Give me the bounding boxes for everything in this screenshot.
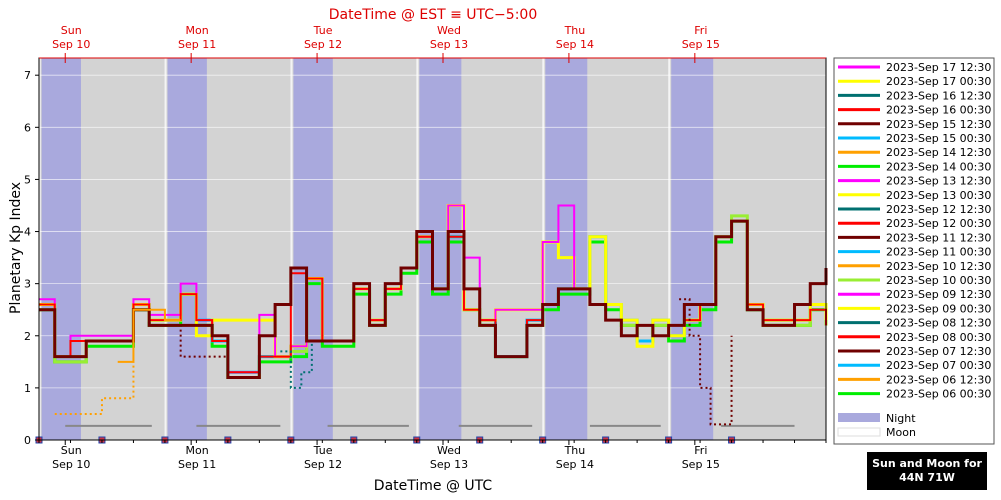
y-tick-label: 4 [24, 226, 31, 239]
legend-label: 2023-Sep 08 00:30 [886, 331, 991, 344]
legend-label: 2023-Sep 12 00:30 [886, 217, 991, 230]
y-tick-label: 5 [24, 173, 31, 186]
x-axis-label: DateTime @ UTC [374, 478, 493, 494]
top-day-label: Fri [694, 24, 707, 37]
legend-label: 2023-Sep 06 12:30 [886, 373, 991, 386]
legend-label: 2023-Sep 17 00:30 [886, 75, 991, 88]
series-line [280, 340, 313, 389]
top-date-label: Sep 12 [304, 38, 342, 51]
x-date-label: Sep 10 [52, 458, 90, 471]
x-day-label: Sun [61, 444, 82, 457]
legend-moon-label: Moon [886, 426, 916, 439]
day-night-background [38, 58, 826, 440]
y-axis-label: Planetary Kp Index [8, 182, 24, 314]
x-day-label: Fri [694, 444, 707, 457]
legend-label: 2023-Sep 16 12:30 [886, 89, 991, 102]
top-date-label: Sep 15 [682, 38, 720, 51]
legend-night-swatch [838, 413, 880, 422]
series-line [54, 361, 135, 415]
legend-moon-swatch [837, 427, 881, 437]
night-band [419, 58, 462, 440]
legend-label: 2023-Sep 10 12:30 [886, 260, 991, 273]
legend-label: 2023-Sep 10 00:30 [886, 274, 991, 287]
night-band [293, 58, 333, 440]
night-band [545, 58, 588, 440]
top-date-label: Sep 11 [178, 38, 216, 51]
x-day-label: Thu [564, 444, 586, 457]
kp-series [39, 203, 828, 426]
legend-label: 2023-Sep 13 00:30 [886, 189, 991, 202]
top-day-label: Tue [313, 24, 333, 37]
top-day-label: Thu [564, 24, 586, 37]
legend-label: 2023-Sep 16 00:30 [886, 104, 991, 117]
night-band [41, 58, 81, 440]
top-day-label: Wed [437, 24, 461, 37]
badge-line-1: Sun and Moon for [872, 457, 982, 470]
top-axis-title: DateTime @ EST ≡ UTC−5:00 [329, 7, 537, 23]
x-date-label: Sep 11 [178, 458, 216, 471]
series-line [117, 308, 181, 363]
legend-label: 2023-Sep 15 12:30 [886, 118, 991, 131]
legend-label: 2023-Sep 14 12:30 [886, 146, 991, 159]
legend-label: 2023-Sep 09 00:30 [886, 302, 991, 315]
top-day-label: Sun [61, 24, 82, 37]
top-date-label: Sep 10 [52, 38, 90, 51]
x-day-label: Mon [186, 444, 209, 457]
y-tick-label: 0 [24, 434, 31, 447]
y-tick-label: 7 [24, 69, 31, 82]
x-date-label: Sep 13 [430, 458, 468, 471]
legend-label: 2023-Sep 06 00:30 [886, 388, 991, 401]
night-band [671, 58, 714, 440]
x-date-label: Sep 12 [304, 458, 342, 471]
y-tick-label: 1 [24, 382, 31, 395]
legend-label: 2023-Sep 14 00:30 [886, 160, 991, 173]
legend-label: 2023-Sep 11 12:30 [886, 231, 991, 244]
legend-label: 2023-Sep 13 12:30 [886, 175, 991, 188]
night-band [167, 58, 207, 440]
x-day-label: Wed [437, 444, 461, 457]
legend-label: 2023-Sep 12 12:30 [886, 203, 991, 216]
legend-label: 2023-Sep 07 12:30 [886, 345, 991, 358]
top-day-label: Mon [186, 24, 209, 37]
series-line [39, 219, 828, 379]
legend-label: 2023-Sep 07 00:30 [886, 359, 991, 372]
legend-label: 2023-Sep 15 00:30 [886, 132, 991, 145]
y-tick-label: 6 [24, 121, 31, 134]
legend-night-label: Night [886, 412, 916, 425]
legend-label: 2023-Sep 09 12:30 [886, 288, 991, 301]
y-tick-label: 3 [24, 278, 31, 291]
legend-label: 2023-Sep 17 12:30 [886, 61, 991, 74]
legend-label: 2023-Sep 08 12:30 [886, 317, 991, 330]
x-date-label: Sep 14 [556, 458, 594, 471]
x-date-label: Sep 15 [682, 458, 720, 471]
badge-line-2: 44N 71W [899, 471, 955, 484]
y-tick-label: 2 [24, 330, 31, 343]
series-line [164, 324, 229, 368]
location-badge: Sun and Moon for 44N 71W [867, 452, 987, 490]
top-date-label: Sep 13 [430, 38, 468, 51]
x-day-label: Tue [313, 444, 333, 457]
legend-label: 2023-Sep 11 00:30 [886, 246, 991, 259]
top-date-label: Sep 14 [556, 38, 594, 51]
